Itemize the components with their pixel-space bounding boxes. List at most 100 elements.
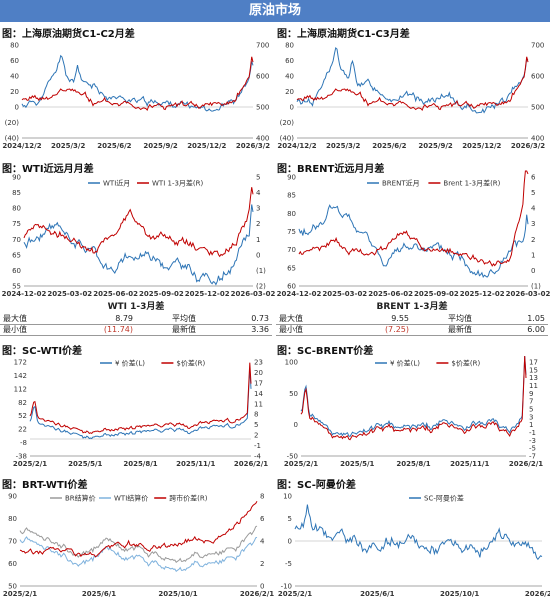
stats-label: 最小值 — [279, 325, 303, 334]
stats-brent-title: BRENT 1-3月差 — [376, 302, 448, 312]
series-line-2 — [19, 536, 258, 573]
y-right-tick-label: 700 — [256, 42, 269, 50]
y-left-tick-label: 60 — [12, 267, 21, 275]
stats-value: 6.00 — [527, 325, 545, 334]
legend-label: WTI近月 — [103, 179, 130, 188]
x-tick-label: 2025/6/1 — [82, 590, 116, 598]
x-tick-label: 2025/12/2 — [187, 142, 226, 150]
y-left-tick-label: 80 — [287, 210, 296, 218]
y-left-tick-label: 85 — [12, 189, 21, 197]
stats-label: 平均值 — [172, 314, 196, 323]
series-line-1 — [21, 54, 254, 112]
chart-title-c1: 图：上海原油期货C1-C2月差 — [2, 29, 135, 40]
y-right-tick-label: (1) — [531, 283, 541, 291]
x-tick-label: 2025/5/1 — [68, 460, 102, 468]
x-tick-label: 2026/2/1 — [525, 590, 550, 598]
y-right-tick-label: 400 — [531, 135, 544, 143]
x-tick-label: 2025/8/1 — [123, 460, 157, 468]
legend-label: BRENT近月 — [382, 179, 420, 188]
x-tick-label: 2025/10/1 — [440, 590, 479, 598]
x-tick-label: 2025-06-02 — [93, 290, 138, 298]
y-left-tick-label: 70 — [12, 236, 21, 244]
stats-value: 3.36 — [251, 325, 269, 334]
y-right-tick-label: 500 — [256, 104, 269, 112]
y-right-tick-label: 23 — [254, 359, 263, 367]
y-left-tick-label: 60 — [8, 560, 17, 568]
y-left-tick-label: 80 — [12, 205, 21, 213]
stats-label: 最新值 — [448, 325, 472, 334]
x-tick-label: 2025/11/1 — [176, 460, 215, 468]
y-left-tick-label: -38 — [16, 453, 27, 461]
chart-c2-c1c3-spread: 80 60 40 20 0 (20) (40) 700 600 500 400 2024/12/2 20… — [277, 42, 545, 151]
stats-brent-table: 最大值 9.55 平均值 1.05 最小值 (7.25) 最新值 6.00 — [276, 314, 548, 336]
y-right-tick-label: 2 — [254, 432, 258, 440]
x-tick-label: 2025-12-02 — [185, 290, 230, 298]
y-left-tick-label: 65 — [12, 251, 21, 259]
series-line-3 — [19, 501, 258, 558]
y-right-tick-label: (1) — [256, 267, 266, 275]
y-left-tick-label: 70 — [8, 538, 17, 546]
y-left-tick-label: 90 — [12, 174, 21, 182]
y-left-tick-label: -50 — [287, 453, 298, 461]
x-tick-label: 2024-12-02 — [277, 290, 322, 298]
y-right-tick-label: 8 — [260, 493, 264, 501]
y-left-tick-label: 65 — [287, 264, 296, 272]
y-left-tick-label: 50 — [289, 390, 298, 398]
y-left-tick-label: 20 — [10, 88, 19, 96]
stats-value: 8.79 — [115, 314, 133, 323]
stats-label: 最大值 — [279, 314, 303, 323]
series-line-2 — [298, 170, 529, 267]
x-tick-label: 2025/3/2 — [326, 142, 360, 150]
x-tick-label: 2025/6/2 — [372, 142, 406, 150]
chart-title-c7: 图：BRT-WTI价差 — [2, 480, 88, 491]
y-right-tick-label: 13 — [529, 374, 538, 382]
y-right-tick-label: 2 — [260, 560, 264, 568]
y-right-tick-label: -3 — [529, 437, 536, 445]
y-right-tick-label: 0 — [260, 583, 264, 591]
legend-label: $价差(R) — [451, 359, 480, 368]
y-right-tick-label: 6 — [260, 515, 265, 523]
y-right-tick-label: 3 — [529, 413, 533, 421]
y-left-tick-label: 40 — [10, 73, 19, 81]
stats-value: 9.55 — [391, 314, 409, 323]
x-tick-label: 2026/3/2 — [511, 142, 545, 150]
stats-wti-title: WTI 1-3月差 — [107, 302, 165, 312]
y-right-tick-label: 3 — [531, 220, 535, 228]
stats-value: 0.73 — [251, 314, 269, 323]
y-right-tick-label: 1 — [529, 421, 533, 429]
y-left-tick-label: 22 — [18, 426, 27, 434]
y-left-tick-label: 60 — [285, 57, 294, 65]
y-left-tick-label: 90 — [287, 174, 296, 182]
chart-title-c6: 图：SC-BRENT价差 — [277, 346, 374, 357]
x-tick-label: 2026/3/2 — [236, 142, 270, 150]
y-right-tick-label: 20 — [254, 369, 263, 377]
series-line-1 — [29, 367, 252, 440]
y-right-tick-label: 5 — [531, 189, 535, 197]
y-right-tick-label: -5 — [529, 445, 536, 453]
legend-label: WTI结算价 — [114, 494, 148, 503]
chart-title-c5: 图：SC-WTI价差 — [2, 346, 83, 357]
series-line-1 — [296, 46, 529, 114]
y-right-tick-label: 5 — [529, 406, 533, 414]
y-left-tick-label: 80 — [8, 515, 17, 523]
x-tick-label: 2025/2/1 — [3, 590, 37, 598]
y-right-tick-label: 11 — [529, 382, 538, 390]
stats-label: 最小值 — [3, 325, 27, 334]
y-right-tick-label: 6 — [531, 174, 536, 182]
y-left-tick-label: 90 — [8, 493, 17, 501]
y-right-tick-label: 600 — [531, 73, 544, 81]
y-right-tick-label: -7 — [529, 453, 536, 461]
stats-label: 最新值 — [172, 325, 196, 334]
chart-title-c2: 图：上海原油期货C1-C3月差 — [277, 29, 410, 40]
y-right-tick-label: 0 — [256, 251, 260, 259]
legend-label: ¥ 价差(L) — [115, 359, 145, 368]
y-left-tick-label: 112 — [14, 385, 27, 393]
y-left-tick-label: (40) — [280, 135, 295, 143]
y-right-tick-label: -1 — [529, 429, 536, 437]
y-left-tick-label: 0 — [294, 421, 298, 429]
y-right-tick-label: 5 — [256, 174, 260, 182]
chart-title-c8: 图：SC-阿曼价差 — [277, 480, 356, 491]
y-left-tick-label: 172 — [14, 359, 27, 367]
x-tick-label: 2025/9/2 — [143, 142, 177, 150]
